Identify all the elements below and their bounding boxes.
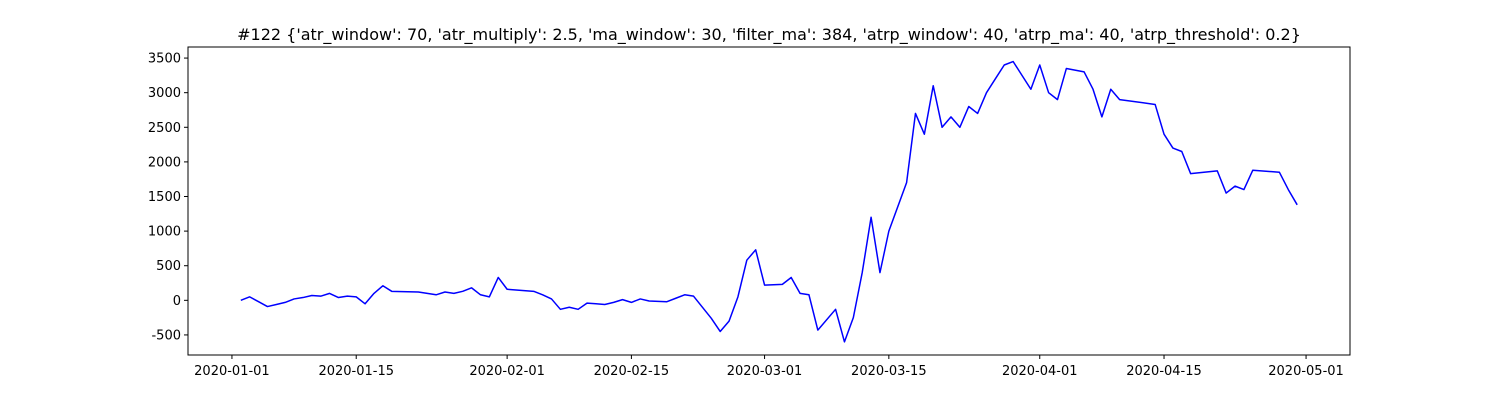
y-tick-label: 3000 (148, 86, 181, 101)
data-line (240, 60, 1298, 343)
x-tick-label: 2020-05-01 (1268, 364, 1344, 379)
y-tick-label: -500 (151, 328, 181, 343)
x-tick-label: 2020-01-01 (194, 364, 270, 379)
x-tick-label: 2020-01-15 (318, 364, 394, 379)
y-tick-label: 3500 (148, 52, 181, 67)
y-tick-label: 1500 (148, 190, 181, 205)
x-tick-label: 2020-03-01 (727, 364, 803, 379)
x-tick-label: 2020-02-15 (594, 364, 670, 379)
x-tick-label: 2020-02-01 (469, 364, 545, 379)
plot-frame (187, 46, 1351, 356)
x-tick-label: 2020-03-15 (851, 364, 927, 379)
x-tick-label: 2020-04-01 (1002, 364, 1078, 379)
x-tick-label: 2020-04-15 (1126, 364, 1202, 379)
y-tick-label: 2500 (148, 121, 181, 136)
y-tick-label: 0 (173, 294, 181, 309)
y-tick-label: 1000 (148, 225, 181, 240)
chart-title: #122 {'atr_window': 70, 'atr_multiply': … (237, 25, 1301, 45)
y-tick-label: 2000 (148, 155, 181, 170)
y-tick-label: 500 (156, 259, 181, 274)
